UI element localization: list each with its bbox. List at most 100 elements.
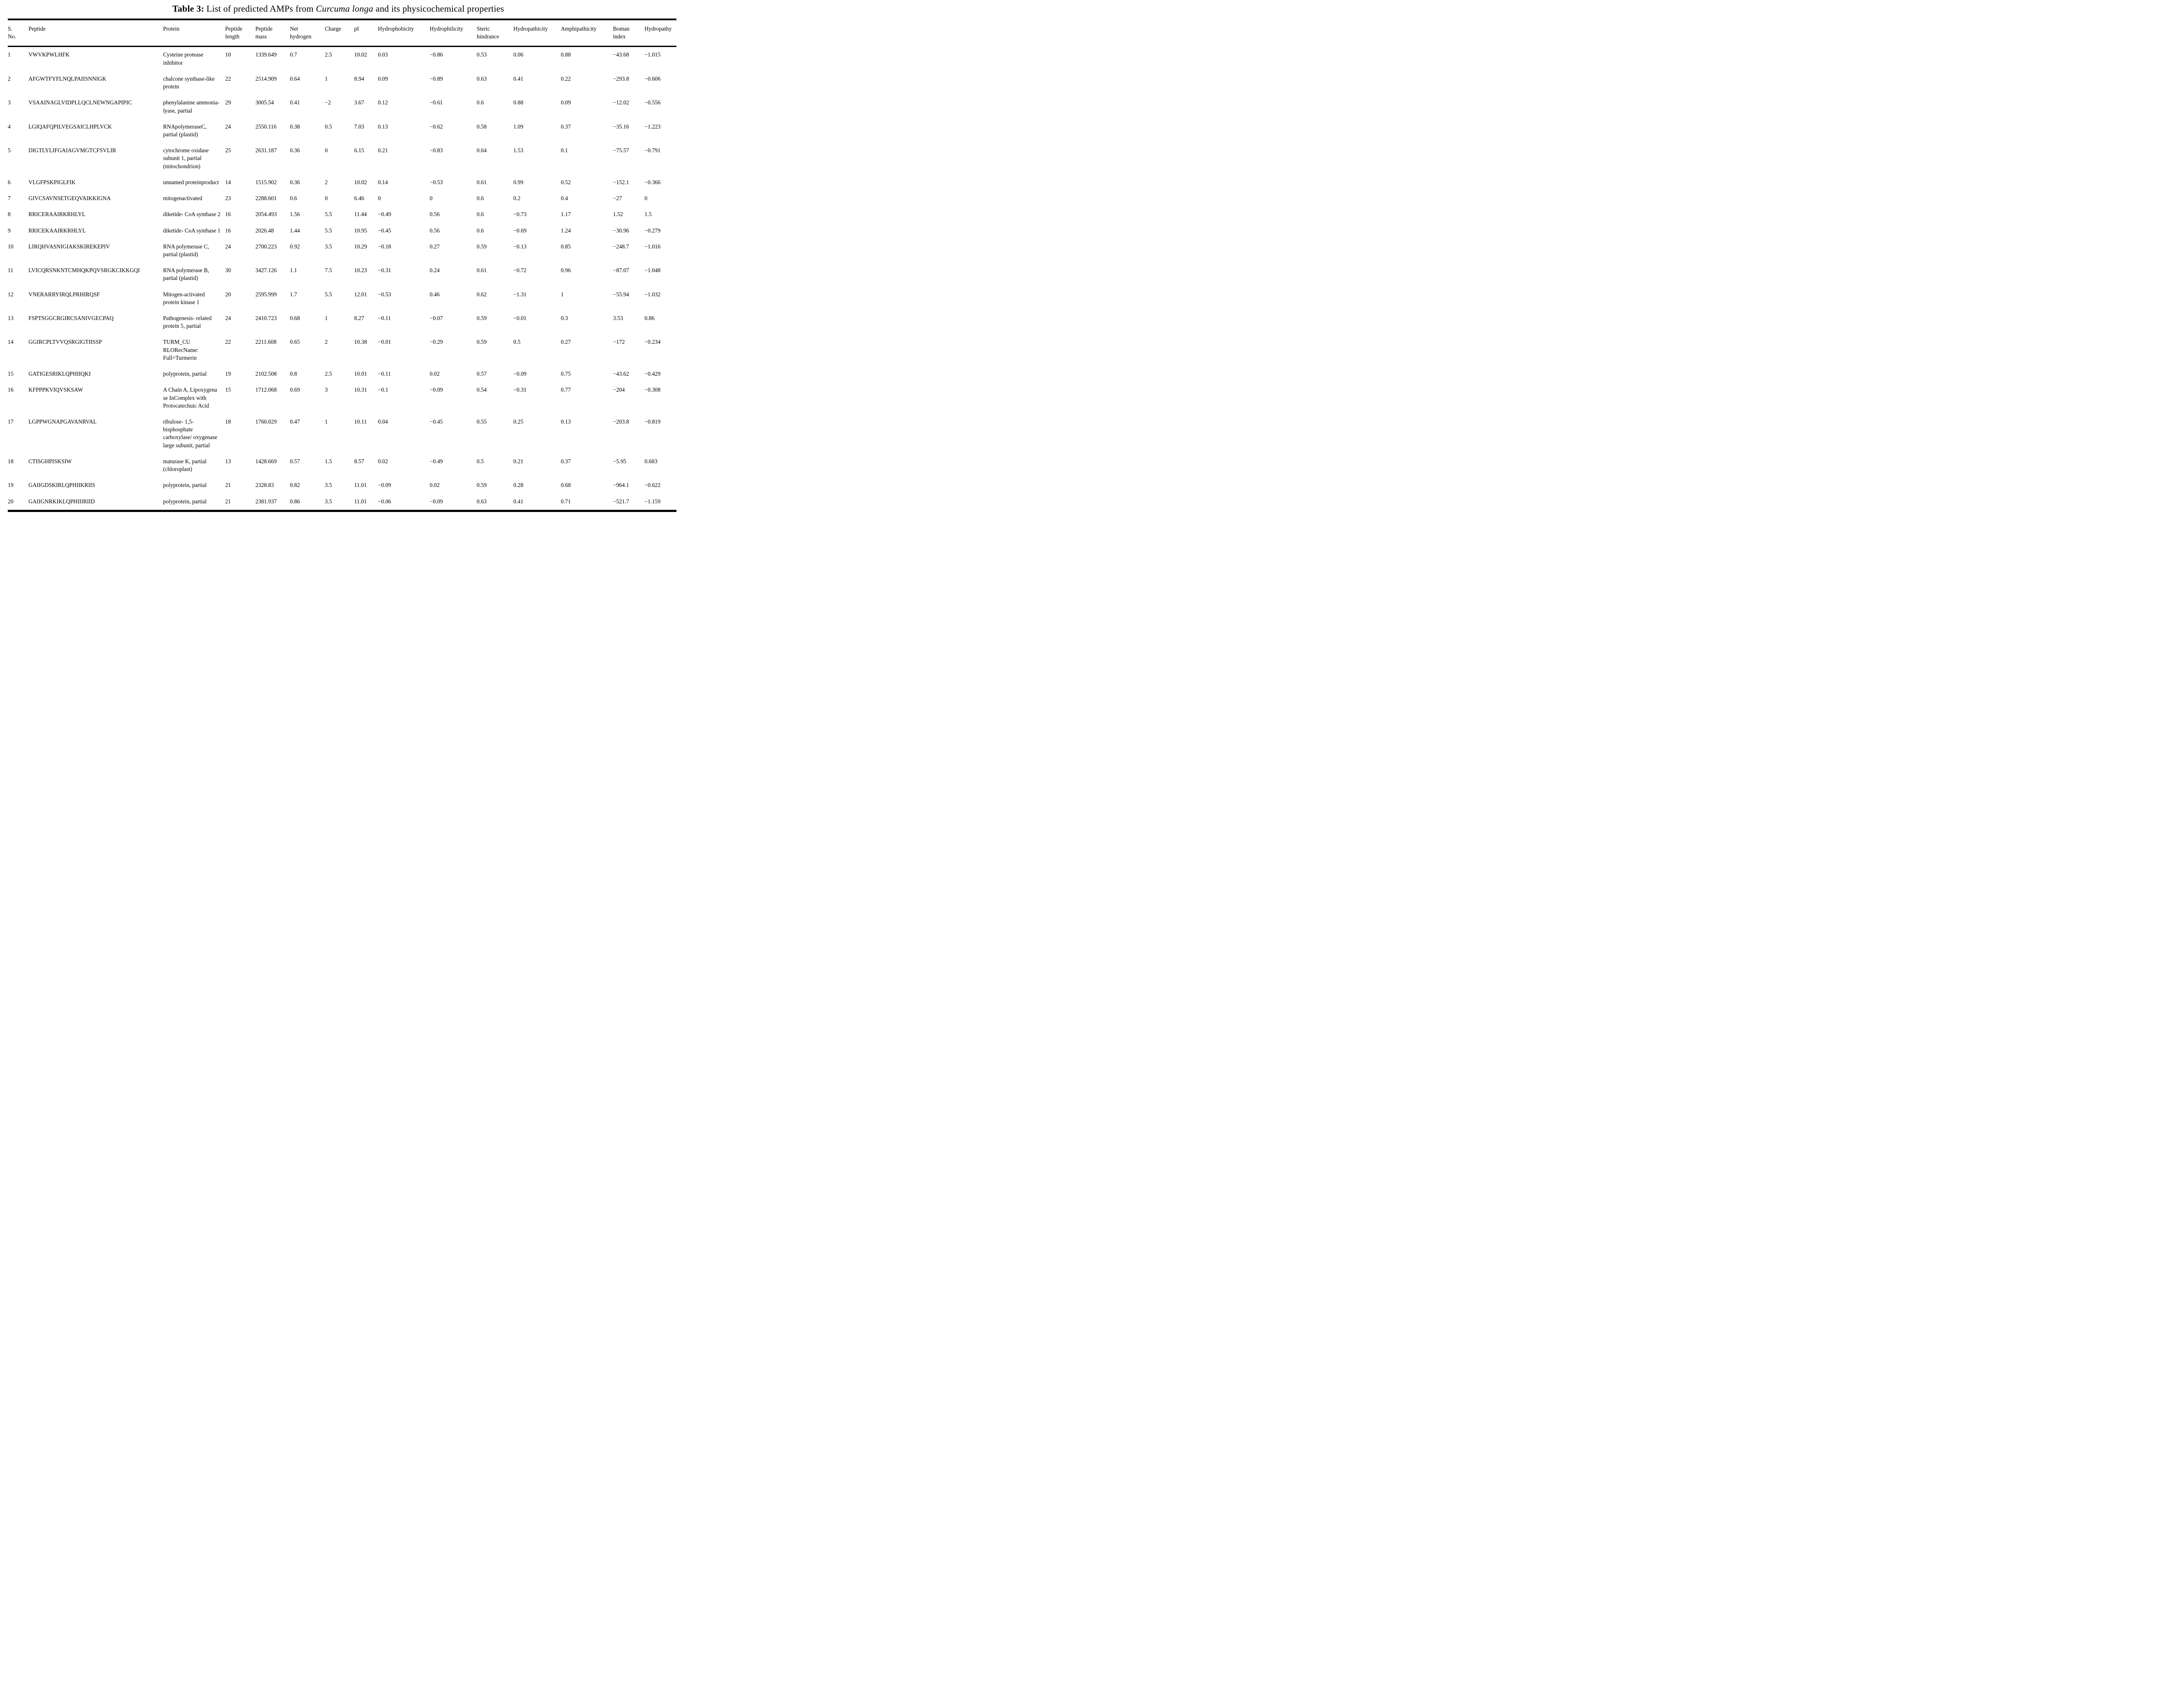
- cell-hydropathicity: −0.72: [513, 267, 527, 274]
- cell-peptide: CTISGHPISKSIW: [28, 458, 72, 465]
- column-header-net_hydrogen: Net hydrogen: [290, 20, 325, 47]
- cell-hydropathicity: 0.5: [513, 339, 521, 345]
- cell-hydropathicity: 0.28: [513, 482, 524, 489]
- cell-charge: 5.5: [325, 211, 332, 218]
- cell-sno: 12: [8, 291, 14, 298]
- cell-pi: 11.01: [354, 498, 367, 505]
- cell-net_hydrogen: 1.1: [290, 267, 297, 274]
- cell-pi: 8.27: [354, 315, 365, 322]
- cell-hydropathy: −0.606: [645, 75, 661, 82]
- cell-hydrophilicity: 0: [430, 195, 433, 202]
- table-row: 17 LGPPWGNAPGAVANRVAL ribulose- 1,5- bisph…: [8, 414, 676, 454]
- cell-net_hydrogen: 0.7: [290, 51, 297, 58]
- cell-hydropathy: −1.159: [645, 498, 661, 505]
- cell-hydropathicity: 1.53: [513, 147, 524, 154]
- cell-amphipathicity: 0.4: [561, 195, 568, 202]
- cell-hydropathicity: −0.69: [513, 227, 527, 234]
- column-header-amphipathicity: Amphipathicity: [561, 20, 613, 47]
- table-row: 6 VLGFPSKPIGLFIK unnamed proteinproduct 14 1…: [8, 175, 676, 191]
- cell-length: 29: [225, 99, 231, 106]
- column-header-length: Peptide length: [225, 20, 255, 47]
- table-title-text: List of predicted AMPs from: [204, 3, 316, 14]
- cell-hydropathy: −1.016: [645, 243, 661, 250]
- column-header-pi: pI: [354, 20, 378, 47]
- column-header-mass: Peptide mass: [255, 20, 290, 47]
- cell-charge: 1: [325, 315, 328, 322]
- cell-protein: RNA polymerase C, partial (plastid): [163, 243, 209, 257]
- cell-sno: 14: [8, 339, 14, 345]
- cell-net_hydrogen: 0.6: [290, 195, 297, 202]
- cell-hydrophobicity: 0.14: [378, 179, 388, 185]
- cell-peptide: RRICERAAIRKRHLYL: [28, 211, 86, 218]
- cell-hydropathy: −0.279: [645, 227, 661, 234]
- cell-hydropathy: −0.556: [645, 99, 661, 106]
- cell-peptide: KFPPPKVIQVSKSAW: [28, 386, 83, 393]
- cell-steric: 0.54: [477, 386, 487, 393]
- cell-hydropathy: −1.223: [645, 123, 661, 130]
- table-row: 4 LGIQAFQPILVEGSAICLHPLVCK RNApolymeraseC,…: [8, 119, 676, 143]
- cell-hydrophobicity: 0.12: [378, 99, 388, 106]
- cell-hydropathy: −0.429: [645, 370, 661, 377]
- cell-hydrophobicity: −0.49: [378, 211, 391, 218]
- cell-pi: 6.46: [354, 195, 365, 202]
- cell-protein: RNA polymerase B, partial (plastid): [163, 267, 209, 282]
- cell-net_hydrogen: 0.69: [290, 386, 300, 393]
- cell-charge: 2.5: [325, 370, 332, 377]
- cell-net_hydrogen: 0.57: [290, 458, 300, 465]
- cell-protein: maturase K, partial (chloroplast): [163, 458, 207, 473]
- cell-hydrophilicity: −0.09: [430, 386, 443, 393]
- cell-pi: 8.57: [354, 458, 365, 465]
- cell-hydropathicity: 0.99: [513, 179, 524, 185]
- cell-hydropathy: 0.683: [645, 458, 657, 465]
- table-row: 16 KFPPPKVIQVSKSAW A Chain A, Lipoxygena s…: [8, 382, 676, 414]
- cell-hydropathy: −0.308: [645, 386, 661, 393]
- table-row: 20 GAIIGNRKIKLQPHIIIRIID polyprotein, part…: [8, 494, 676, 510]
- cell-protein: chalcone synthase-like protein: [163, 75, 215, 90]
- cell-hydropathicity: 1.09: [513, 123, 524, 130]
- cell-mass: 2102.508: [255, 370, 277, 377]
- cell-boman: −203.8: [613, 418, 629, 425]
- cell-charge: 3.5: [325, 482, 332, 489]
- cell-hydrophilicity: 0.27: [430, 243, 440, 250]
- cell-hydrophobicity: 0: [378, 195, 381, 202]
- cell-sno: 19: [8, 482, 14, 489]
- cell-sno: 5: [8, 147, 11, 154]
- cell-sno: 7: [8, 195, 11, 202]
- cell-charge: 0.5: [325, 123, 332, 130]
- cell-hydrophobicity: −0.53: [378, 291, 391, 298]
- cell-length: 25: [225, 147, 231, 154]
- cell-pi: 10.02: [354, 51, 367, 58]
- column-header-peptide: Peptide: [28, 20, 163, 47]
- cell-pi: 10.23: [354, 267, 367, 274]
- table-title-label: Table 3:: [172, 3, 204, 14]
- cell-peptide: LIRQHVASNIGIAKSKIREKEPIV: [28, 243, 110, 250]
- cell-charge: 3: [325, 386, 328, 393]
- cell-hydropathy: −0.234: [645, 339, 661, 345]
- cell-sno: 15: [8, 370, 14, 377]
- table-row: 5 DIGTLYLIFGAIAGVMGTCFSVLIR cytochrome oxi…: [8, 143, 676, 175]
- cell-boman: −172: [613, 339, 625, 345]
- cell-amphipathicity: 0.22: [561, 75, 571, 82]
- cell-length: 21: [225, 482, 231, 489]
- cell-boman: −27: [613, 195, 622, 202]
- cell-boman: −204: [613, 386, 625, 393]
- cell-length: 19: [225, 370, 231, 377]
- cell-mass: 1760.029: [255, 418, 277, 425]
- cell-amphipathicity: 1.17: [561, 211, 571, 218]
- cell-charge: 2: [325, 179, 328, 185]
- cell-boman: −521.7: [613, 498, 629, 505]
- cell-peptide: LGPPWGNAPGAVANRVAL: [28, 418, 97, 425]
- column-header-protein: Protein: [163, 20, 225, 47]
- column-header-steric: Steric hindrance: [477, 20, 513, 47]
- cell-mass: 2700.223: [255, 243, 277, 250]
- cell-pi: 11.44: [354, 211, 367, 218]
- cell-sno: 9: [8, 227, 11, 234]
- cell-sno: 6: [8, 179, 11, 185]
- cell-mass: 2550.116: [255, 123, 277, 130]
- cell-hydropathy: 0.86: [645, 315, 655, 322]
- cell-length: 15: [225, 386, 231, 393]
- table-row: 14 GGIRCPLTVVQSRGIGTIISSP TURM_CU RLORecNa…: [8, 334, 676, 366]
- cell-length: 20: [225, 291, 231, 298]
- cell-steric: 0.61: [477, 267, 487, 274]
- cell-steric: 0.58: [477, 123, 487, 130]
